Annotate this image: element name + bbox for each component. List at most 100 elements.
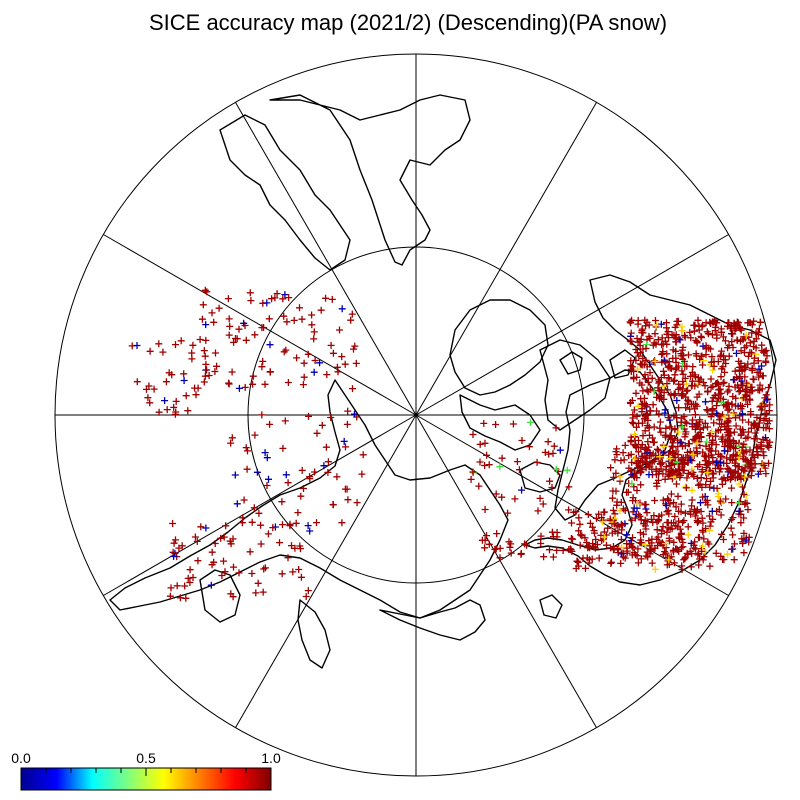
accuracy-marker <box>208 309 216 317</box>
accuracy-marker <box>661 475 669 483</box>
accuracy-marker <box>732 402 740 410</box>
accuracy-marker <box>692 444 700 452</box>
accuracy-marker <box>690 472 698 480</box>
accuracy-marker <box>281 417 289 425</box>
accuracy-marker <box>664 386 671 394</box>
accuracy-marker <box>625 540 633 548</box>
accuracy-marker <box>194 557 202 565</box>
accuracy-marker <box>649 439 657 446</box>
accuracy-marker <box>741 464 749 472</box>
accuracy-marker <box>175 544 183 552</box>
accuracy-marker <box>632 346 640 353</box>
accuracy-marker <box>211 368 219 375</box>
accuracy-marker <box>304 587 312 595</box>
accuracy-marker <box>699 542 707 550</box>
accuracy-marker <box>632 356 640 364</box>
accuracy-marker <box>284 379 292 386</box>
accuracy-marker <box>191 533 199 541</box>
accuracy-marker <box>146 399 154 407</box>
accuracy-marker <box>304 350 312 358</box>
accuracy-marker <box>761 402 769 410</box>
accuracy-marker <box>184 574 192 582</box>
accuracy-marker <box>201 286 209 294</box>
accuracy-marker <box>642 505 650 513</box>
accuracy-marker <box>677 352 685 360</box>
accuracy-marker <box>279 521 286 529</box>
accuracy-marker <box>496 554 504 562</box>
accuracy-marker <box>155 408 163 416</box>
accuracy-marker <box>604 524 612 532</box>
accuracy-marker <box>688 457 696 465</box>
accuracy-marker <box>308 311 316 319</box>
accuracy-marker <box>224 295 232 303</box>
accuracy-marker <box>349 385 356 393</box>
accuracy-marker <box>660 395 668 403</box>
accuracy-marker <box>707 384 715 391</box>
accuracy-marker <box>762 415 770 423</box>
accuracy-marker <box>521 540 529 548</box>
coastline-japan-sakhalin <box>297 599 331 669</box>
accuracy-marker <box>649 401 657 409</box>
accuracy-marker <box>676 467 683 475</box>
accuracy-marker <box>667 490 675 498</box>
accuracy-marker <box>742 536 750 544</box>
accuracy-marker <box>681 433 689 441</box>
accuracy-marker <box>584 511 592 518</box>
accuracy-marker <box>481 544 489 552</box>
accuracy-marker <box>657 320 665 328</box>
accuracy-marker <box>709 458 717 466</box>
accuracy-marker <box>641 445 649 453</box>
accuracy-marker <box>578 532 586 540</box>
accuracy-marker <box>726 436 734 444</box>
accuracy-marker <box>167 584 175 592</box>
accuracy-marker <box>684 523 692 531</box>
accuracy-marker <box>725 319 733 327</box>
accuracy-marker <box>712 549 720 557</box>
accuracy-marker <box>191 384 199 392</box>
accuracy-marker <box>694 551 702 559</box>
accuracy-marker <box>585 559 593 567</box>
accuracy-marker <box>565 546 573 553</box>
accuracy-marker <box>150 385 158 393</box>
accuracy-marker <box>220 533 228 541</box>
accuracy-marker <box>763 396 771 404</box>
accuracy-marker <box>666 423 674 431</box>
accuracy-marker <box>642 345 650 352</box>
accuracy-marker <box>753 448 761 456</box>
accuracy-marker <box>654 447 662 455</box>
accuracy-marker <box>697 499 704 507</box>
accuracy-marker <box>730 556 738 564</box>
accuracy-marker <box>613 451 621 459</box>
accuracy-marker <box>765 384 772 391</box>
accuracy-marker <box>652 471 660 479</box>
accuracy-marker <box>634 365 642 373</box>
accuracy-marker <box>719 438 727 446</box>
accuracy-marker <box>684 531 692 539</box>
accuracy-marker <box>718 480 726 488</box>
accuracy-marker <box>297 573 305 581</box>
accuracy-marker <box>642 322 650 330</box>
accuracy-marker <box>545 450 553 458</box>
accuracy-marker <box>572 565 580 572</box>
accuracy-marker <box>651 497 659 504</box>
accuracy-marker <box>633 423 640 431</box>
accuracy-marker <box>702 319 710 327</box>
accuracy-marker <box>165 369 173 377</box>
accuracy-marker <box>753 435 761 443</box>
coastline-hokkaido-islands <box>539 594 563 619</box>
accuracy-marker <box>653 479 661 487</box>
accuracy-marker <box>658 530 665 538</box>
accuracy-marker <box>278 498 286 506</box>
accuracy-marker <box>740 394 747 402</box>
accuracy-marker <box>734 381 742 389</box>
accuracy-marker <box>627 537 635 545</box>
accuracy-marker <box>687 563 695 571</box>
accuracy-marker <box>639 432 647 440</box>
accuracy-marker <box>286 522 294 530</box>
accuracy-marker <box>658 511 666 519</box>
accuracy-marker <box>747 410 755 418</box>
accuracy-marker <box>681 483 689 491</box>
accuracy-marker <box>712 459 720 467</box>
accuracy-marker <box>679 543 687 551</box>
accuracy-marker <box>485 540 493 548</box>
